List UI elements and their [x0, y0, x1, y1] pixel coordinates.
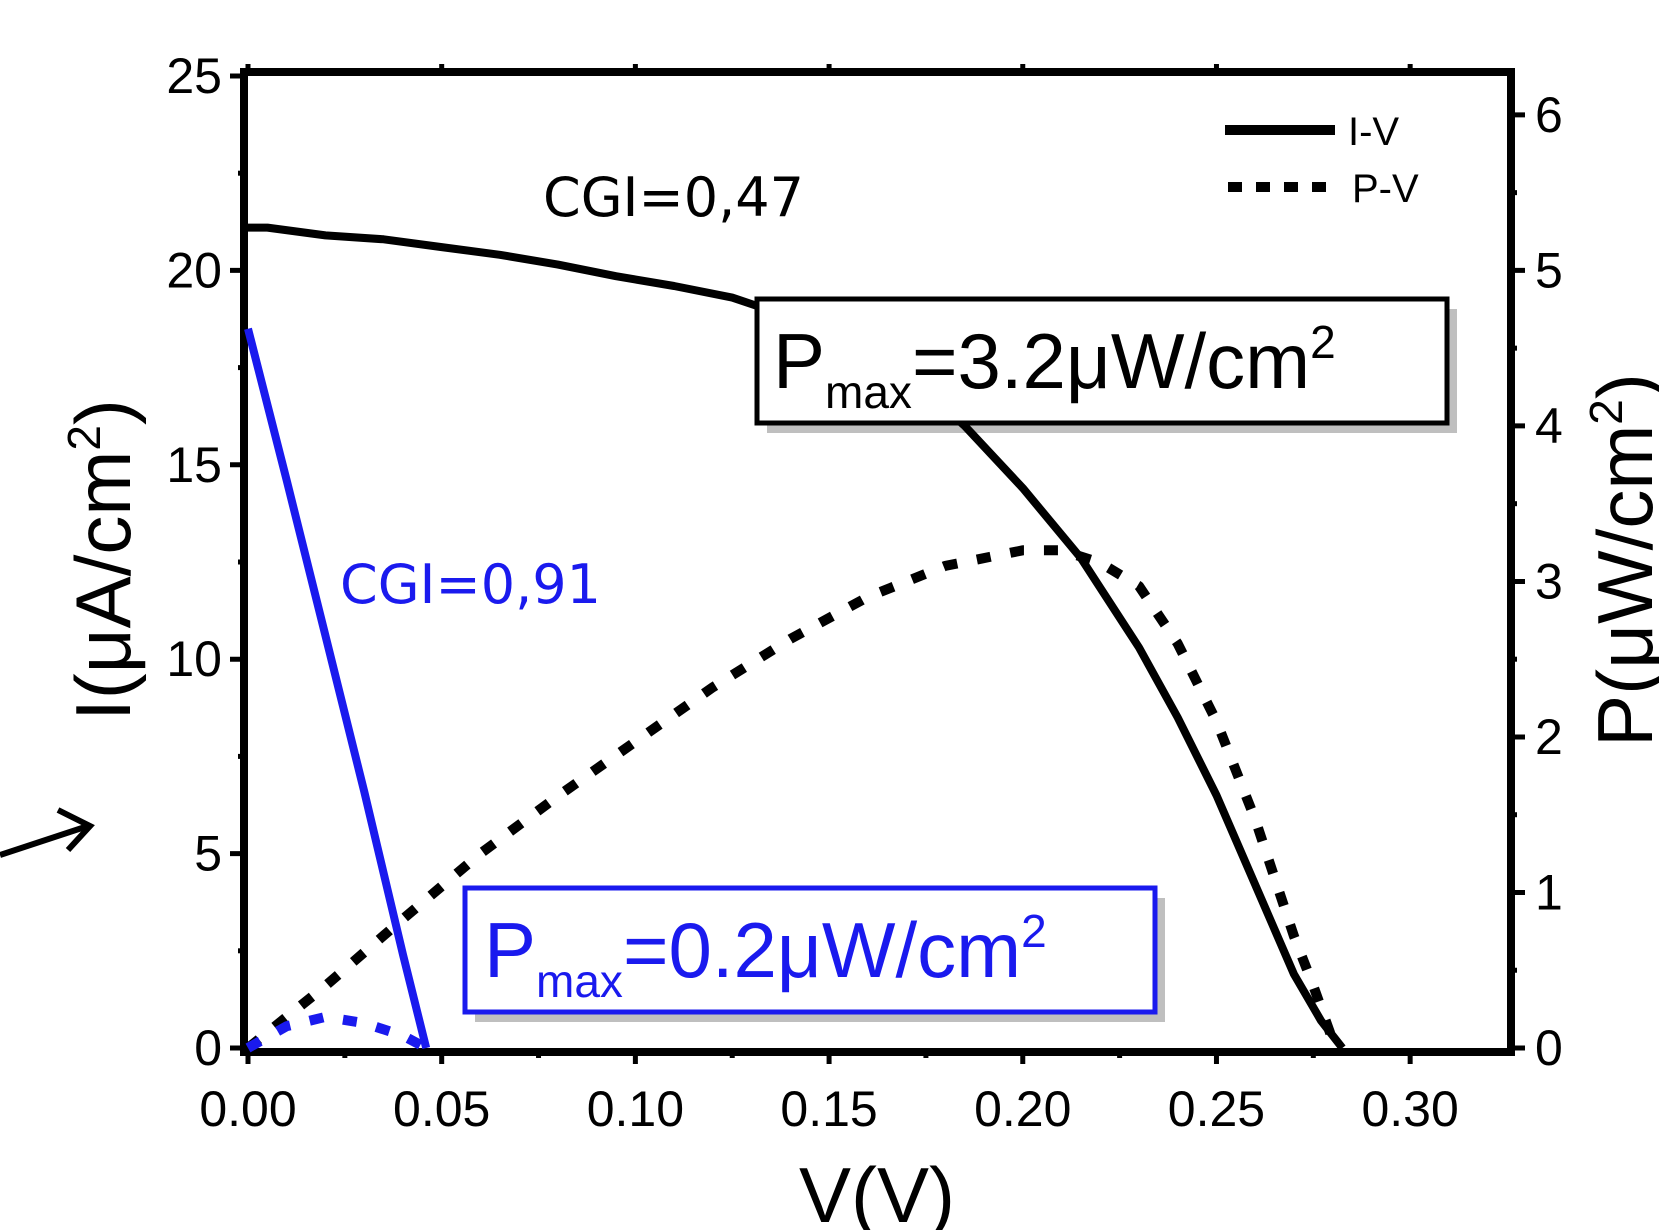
y-left-tick-label: 15 — [166, 437, 222, 493]
y-right-tick-label: 4 — [1535, 398, 1563, 454]
y-right-tick-label: 3 — [1535, 553, 1563, 609]
x-tick-label: 0.30 — [1361, 1081, 1458, 1137]
y-right-tick-label: 5 — [1535, 242, 1563, 298]
y-right-tick-label: 2 — [1535, 709, 1563, 765]
pmax-box-blue: Pmax=0.2μW/cm2 — [462, 885, 1165, 1022]
series-line-1-p-v — [244, 545, 1338, 1052]
x-axis-title: V(V) — [799, 1151, 955, 1230]
y-right-tick-label: 1 — [1535, 864, 1563, 920]
x-tick-label: 0.05 — [393, 1081, 490, 1137]
y-left-tick-label: 25 — [166, 48, 222, 104]
x-tick-label: 0.25 — [1168, 1081, 1265, 1137]
y-left-tick-label: 5 — [194, 826, 222, 882]
y-left-tick-label: 20 — [166, 242, 222, 298]
legend-label-iv: I-V — [1348, 110, 1399, 154]
x-tick-label: 0.20 — [974, 1081, 1071, 1137]
tick-labels: 0.00 0.05 0.10 0.15 0.20 0.25 0.30051015202501… — [166, 48, 1562, 1137]
annotation-cgi-047: CGI=0,47 — [543, 166, 804, 229]
x-tick-label: 0.10 — [587, 1081, 684, 1137]
series-line-3-p-v — [245, 1011, 429, 1053]
pmax-box-black: Pmax=3.2μW/cm2 — [754, 296, 1457, 433]
y-left-axis-title: I(μA/cm2) — [58, 399, 147, 721]
legend: I-V P-V — [1225, 110, 1419, 211]
annotation-cgi-091: CGI=0,91 — [340, 553, 601, 616]
y-left-tick-label: 0 — [194, 1020, 222, 1076]
y-right-tick-label: 6 — [1535, 87, 1563, 143]
y-right-axis-title: P(μW/cm2) — [1580, 373, 1659, 747]
y-right-tick-label: 0 — [1535, 1020, 1563, 1076]
y-left-tick-label: 10 — [166, 631, 222, 687]
series-line-2-i-v — [244, 327, 431, 1049]
axis-ticks — [230, 64, 1525, 1064]
x-tick-label: 0.00 — [199, 1081, 296, 1137]
legend-label-pv: P-V — [1352, 167, 1419, 211]
pmax-text-black: Pmax=3.2μW/cm2 — [773, 316, 1336, 418]
x-tick-label: 0.15 — [780, 1081, 877, 1137]
arrow-icon — [0, 807, 95, 858]
pmax-text-blue: Pmax=0.2μW/cm2 — [484, 905, 1047, 1007]
